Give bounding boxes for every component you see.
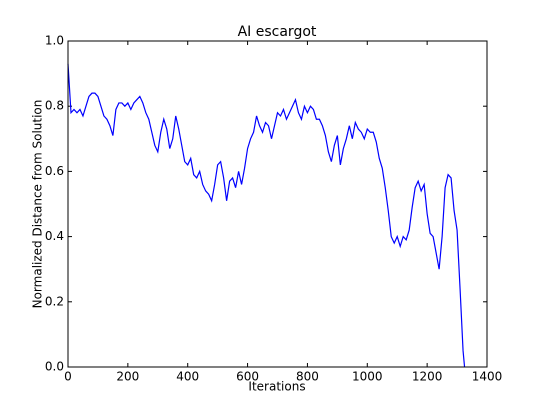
chart-title: AI escargot (238, 24, 317, 40)
x-tick-label: 1400 (472, 370, 503, 384)
y-tick-label: 0.0 (45, 360, 64, 374)
plot-frame (67, 40, 488, 368)
y-tick-label: 0.8 (45, 99, 64, 113)
x-tick-label: 800 (296, 370, 319, 384)
y-tick-label: 1.0 (45, 34, 64, 48)
x-tick-label: 0 (64, 370, 72, 384)
x-tick-label: 1200 (412, 370, 443, 384)
x-tick-label: 400 (176, 370, 199, 384)
y-tick-label: 0.4 (45, 229, 64, 243)
x-tick-label: 600 (236, 370, 259, 384)
x-axis-label: Iterations (248, 380, 305, 394)
data-line (67, 63, 466, 368)
y-tick-label: 0.2 (45, 294, 64, 308)
y-axis-label: Normalized Distance from Solution (31, 100, 45, 309)
y-tick-label: 0.6 (45, 164, 64, 178)
x-tick-label: 1000 (352, 370, 383, 384)
x-tick-label: 200 (116, 370, 139, 384)
